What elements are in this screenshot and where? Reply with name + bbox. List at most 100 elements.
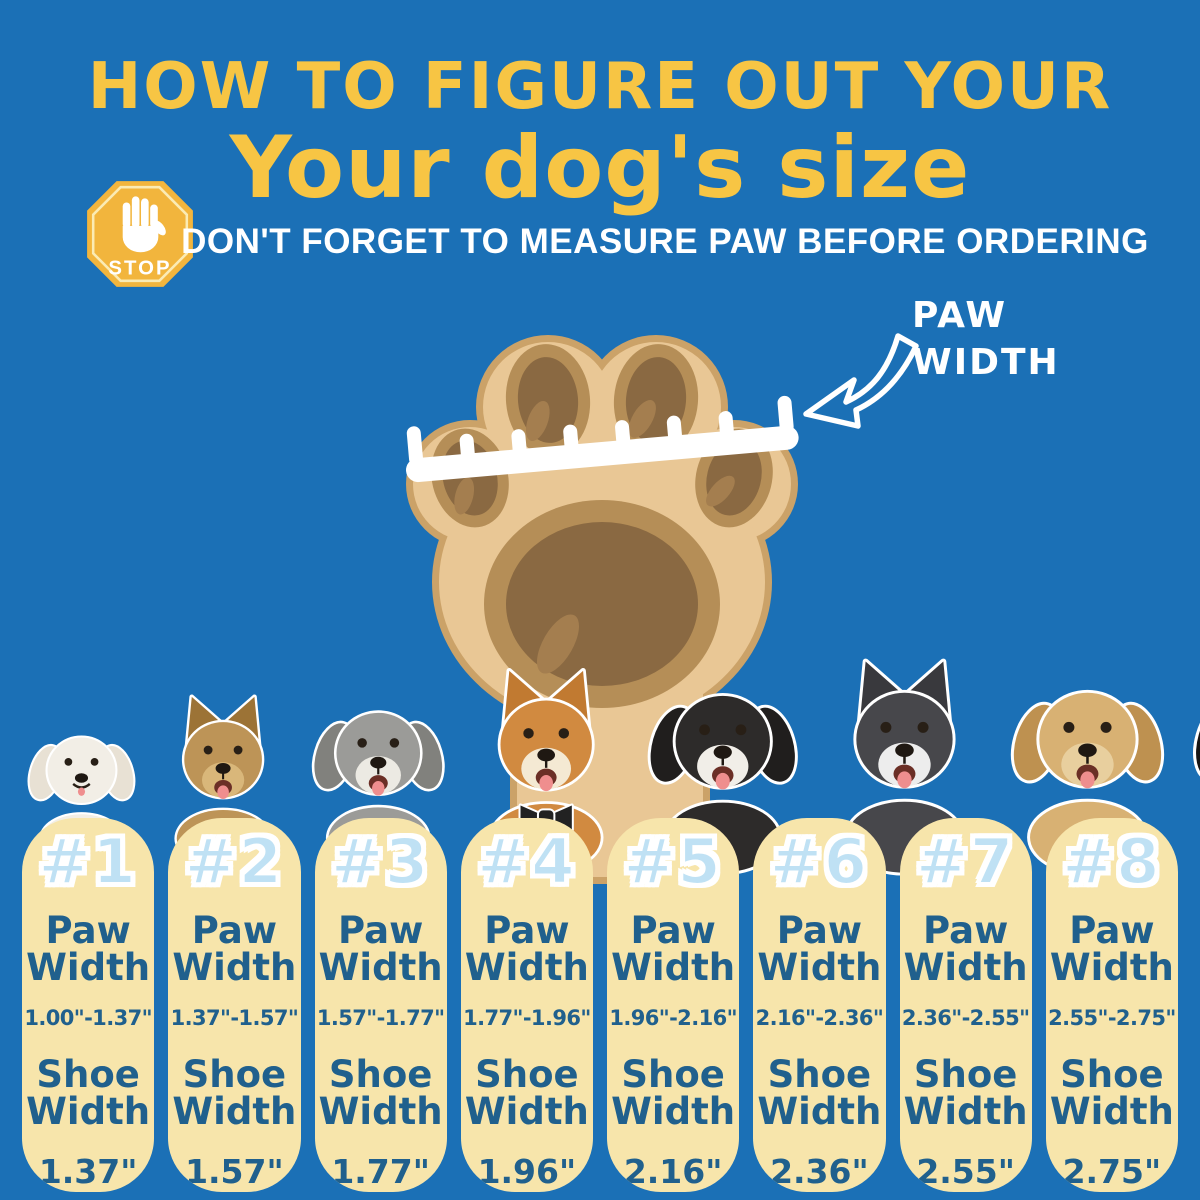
size-number: #5 bbox=[623, 825, 723, 898]
size-number: #6 bbox=[769, 825, 869, 898]
shoe-width-label-line2: Width bbox=[611, 1090, 736, 1133]
paw-width-range: 2.55"-2.75" bbox=[1048, 1006, 1176, 1030]
paw-width-range: 2.36"-2.55" bbox=[901, 1006, 1030, 1030]
measure-warning-text: DON'T FORGET TO MEASURE PAW BEFORE ORDER… bbox=[181, 222, 1149, 261]
size-number: #1 bbox=[38, 825, 138, 898]
paw-width-label-line2: Width bbox=[464, 946, 589, 989]
page-title-line1: HOW TO FIGURE OUT YOUR bbox=[87, 50, 1113, 124]
tape-tick bbox=[614, 419, 631, 449]
shoe-width-value: 2.36" bbox=[770, 1152, 869, 1191]
tape-tick bbox=[510, 428, 528, 458]
shoe-width-value: 2.16" bbox=[623, 1152, 723, 1191]
size-column-3: #3 Paw Width 1.57"-1.77" Shoe Width 1.77… bbox=[314, 818, 447, 1192]
paw-width-label-line1: Paw bbox=[776, 909, 863, 952]
dog-photo-bearded-collie bbox=[305, 608, 452, 872]
tape-tick bbox=[406, 425, 424, 467]
tape-tick bbox=[666, 415, 683, 445]
shoe-width-label: Shoe Width bbox=[607, 1056, 739, 1130]
paw-width-range: 1.77"-1.96" bbox=[463, 1006, 591, 1030]
dog-photo-rottweiler bbox=[1185, 608, 1200, 830]
dog-photo-siberian-husky bbox=[820, 608, 989, 876]
paw-width-label-line1: Paw bbox=[484, 909, 570, 952]
shoe-width-label-line1: Shoe bbox=[328, 1053, 433, 1096]
size-number: #7 bbox=[915, 825, 1016, 898]
shoe-width-label-line2: Width bbox=[1049, 1090, 1174, 1133]
size-column-5: #5 Paw Width 1.96"-2.16" Shoe Width 2.16… bbox=[607, 818, 740, 1192]
paw-width-label-line2: Width bbox=[903, 946, 1028, 989]
size-column-2: #2 Paw Width 1.37"-1.57" Shoe Width 1.57… bbox=[168, 818, 301, 1192]
shoe-width-label-line1: Shoe bbox=[475, 1053, 579, 1096]
paw-width-label-line1: Paw bbox=[337, 909, 424, 952]
shoe-width-value: 2.55" bbox=[916, 1152, 1015, 1191]
paw-width-range: 1.96"-2.16" bbox=[609, 1006, 737, 1030]
shoe-width-label-line1: Shoe bbox=[36, 1053, 140, 1096]
paw-width-label-line2: Width bbox=[611, 946, 736, 989]
page-title-line2: Your dog's size bbox=[229, 118, 971, 218]
shoe-width-label-line1: Shoe bbox=[767, 1053, 872, 1096]
paw-width-label-line1: Paw bbox=[45, 909, 131, 952]
stop-sign-label: STOP bbox=[108, 258, 171, 280]
paw-width-callout: PAW WIDTH bbox=[912, 292, 1060, 386]
paw-width-label: Paw Width bbox=[753, 912, 885, 986]
paw-width-label: Paw Width bbox=[22, 912, 154, 986]
tape-tick bbox=[459, 433, 476, 463]
shoe-width-label-line2: Width bbox=[464, 1090, 589, 1133]
dog-photo-yorkshire-terrier bbox=[155, 608, 291, 870]
paw-width-label-line2: Width bbox=[1049, 946, 1174, 989]
paw-width-range: 2.16"-2.36" bbox=[755, 1006, 884, 1030]
paw-width-label: Paw Width bbox=[461, 912, 593, 986]
paw-width-range: 1.37"-1.57" bbox=[170, 1006, 299, 1030]
paw-width-label-line1: Paw bbox=[191, 909, 278, 952]
curved-arrow-icon bbox=[803, 333, 919, 429]
paw-width-label: Paw Width bbox=[607, 912, 739, 986]
paw-width-range: 1.00"-1.37" bbox=[24, 1006, 152, 1030]
size-chart: #1 Paw Width 1.00"-1.37" Shoe Width 1.37… bbox=[22, 818, 1178, 1192]
shoe-width-label: Shoe Width bbox=[900, 1056, 1032, 1130]
shoe-width-value: 1.96" bbox=[477, 1152, 577, 1191]
paw-width-label-line2: Width bbox=[757, 946, 882, 989]
paw-width-label: Paw Width bbox=[900, 912, 1032, 986]
tape-tick bbox=[562, 424, 580, 454]
size-column-1: #1 Paw Width 1.00"-1.37" Shoe Width 1.37… bbox=[22, 818, 155, 1192]
shoe-width-value: 1.57" bbox=[185, 1152, 284, 1191]
paw-width-label-line1: Paw bbox=[1069, 909, 1155, 952]
size-number: #4 bbox=[476, 825, 577, 898]
shoe-width-label: Shoe Width bbox=[753, 1056, 885, 1130]
size-column-8: #8 Paw Width 2.55"-2.75" Shoe Width 2.75… bbox=[1045, 818, 1178, 1192]
size-number: #2 bbox=[184, 825, 284, 898]
size-number: #3 bbox=[330, 825, 431, 898]
paw-width-label: Paw Width bbox=[168, 912, 300, 986]
dog-photo-row bbox=[22, 608, 1200, 876]
shoe-width-label-line1: Shoe bbox=[1060, 1053, 1164, 1096]
shoe-width-label-line2: Width bbox=[318, 1090, 443, 1133]
paw-width-label-line1: Paw bbox=[922, 909, 1009, 952]
shoe-width-label: Shoe Width bbox=[461, 1056, 593, 1130]
shoe-width-label-line2: Width bbox=[903, 1090, 1028, 1133]
shoe-width-label-line2: Width bbox=[757, 1090, 882, 1133]
dog-photo-golden-retriever bbox=[1003, 608, 1172, 876]
paw-width-label-line2: Width bbox=[26, 946, 151, 989]
size-number: #8 bbox=[1061, 825, 1162, 898]
dog-photo-border-collie bbox=[640, 608, 806, 876]
shoe-width-value: 1.37" bbox=[38, 1152, 138, 1191]
size-column-7: #7 Paw Width 2.36"-2.55" Shoe Width 2.55… bbox=[899, 818, 1032, 1192]
shoe-width-value: 1.77" bbox=[331, 1152, 430, 1191]
shoe-width-label-line1: Shoe bbox=[182, 1053, 287, 1096]
paw-width-label: Paw Width bbox=[1046, 912, 1178, 986]
shoe-width-label: Shoe Width bbox=[168, 1056, 300, 1130]
shoe-width-label-line2: Width bbox=[26, 1090, 151, 1133]
shoe-width-value: 2.75" bbox=[1062, 1152, 1162, 1191]
dog-photo-shiba-inu bbox=[466, 608, 626, 875]
shoe-width-label-line1: Shoe bbox=[621, 1053, 725, 1096]
stop-sign-icon: STOP bbox=[87, 181, 193, 287]
paw-width-label: Paw Width bbox=[315, 912, 447, 986]
shoe-width-label: Shoe Width bbox=[315, 1056, 447, 1130]
paw-width-label-line2: Width bbox=[318, 946, 443, 989]
dog-photo-bichon-frise bbox=[22, 608, 141, 867]
paw-width-callout-line1: PAW bbox=[912, 295, 1008, 336]
shoe-width-label: Shoe Width bbox=[22, 1056, 154, 1130]
paw-width-range: 1.57"-1.77" bbox=[316, 1006, 445, 1030]
size-column-4: #4 Paw Width 1.77"-1.96" Shoe Width 1.96… bbox=[460, 818, 593, 1192]
paw-width-label-line1: Paw bbox=[630, 909, 716, 952]
